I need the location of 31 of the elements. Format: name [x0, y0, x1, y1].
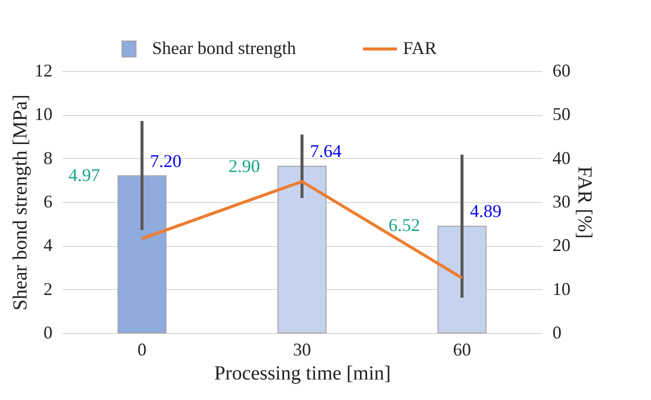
x-tick-label: 30 [293, 340, 311, 360]
y-tick-label: 4 [44, 235, 52, 256]
x-axis-title: Processing time [min] [214, 362, 391, 384]
y2-tick-label: 30 [552, 192, 570, 212]
bar [278, 166, 326, 334]
x-tick-label: 60 [453, 340, 471, 360]
y2-tick-label: 40 [552, 148, 570, 168]
y-tick-label: 6 [44, 192, 52, 212]
legend-label: Shear bond strength [152, 38, 296, 58]
y-tick-label: 10 [34, 104, 52, 124]
y-axis-title: Shear bond strength [MPa] [10, 94, 32, 311]
y2-tick-label: 50 [552, 104, 570, 124]
data-label: 7.64 [310, 141, 342, 162]
y2-tick-label: 0 [552, 322, 562, 342]
y-tick-label: 2 [44, 278, 52, 299]
bar [438, 226, 486, 334]
y2-tick-label: 10 [552, 278, 570, 299]
bar [118, 175, 166, 334]
x-tick-label: 0 [138, 340, 146, 360]
data-label: 4.89 [470, 201, 502, 222]
annotation: 2.90 [228, 156, 260, 176]
y-tick-label: 8 [44, 148, 52, 168]
annotation: 4.97 [68, 164, 100, 185]
data-label: 7.20 [150, 150, 182, 171]
legend-label: FAR [403, 38, 437, 58]
y2-tick-label: 20 [552, 235, 570, 256]
y-tick-label: 0 [44, 322, 52, 342]
y-tick-label: 12 [34, 60, 52, 80]
y2-tick-label: 60 [552, 60, 570, 80]
y2-axis-title: FAR [%] [574, 166, 596, 239]
annotation: 6.52 [388, 215, 420, 236]
